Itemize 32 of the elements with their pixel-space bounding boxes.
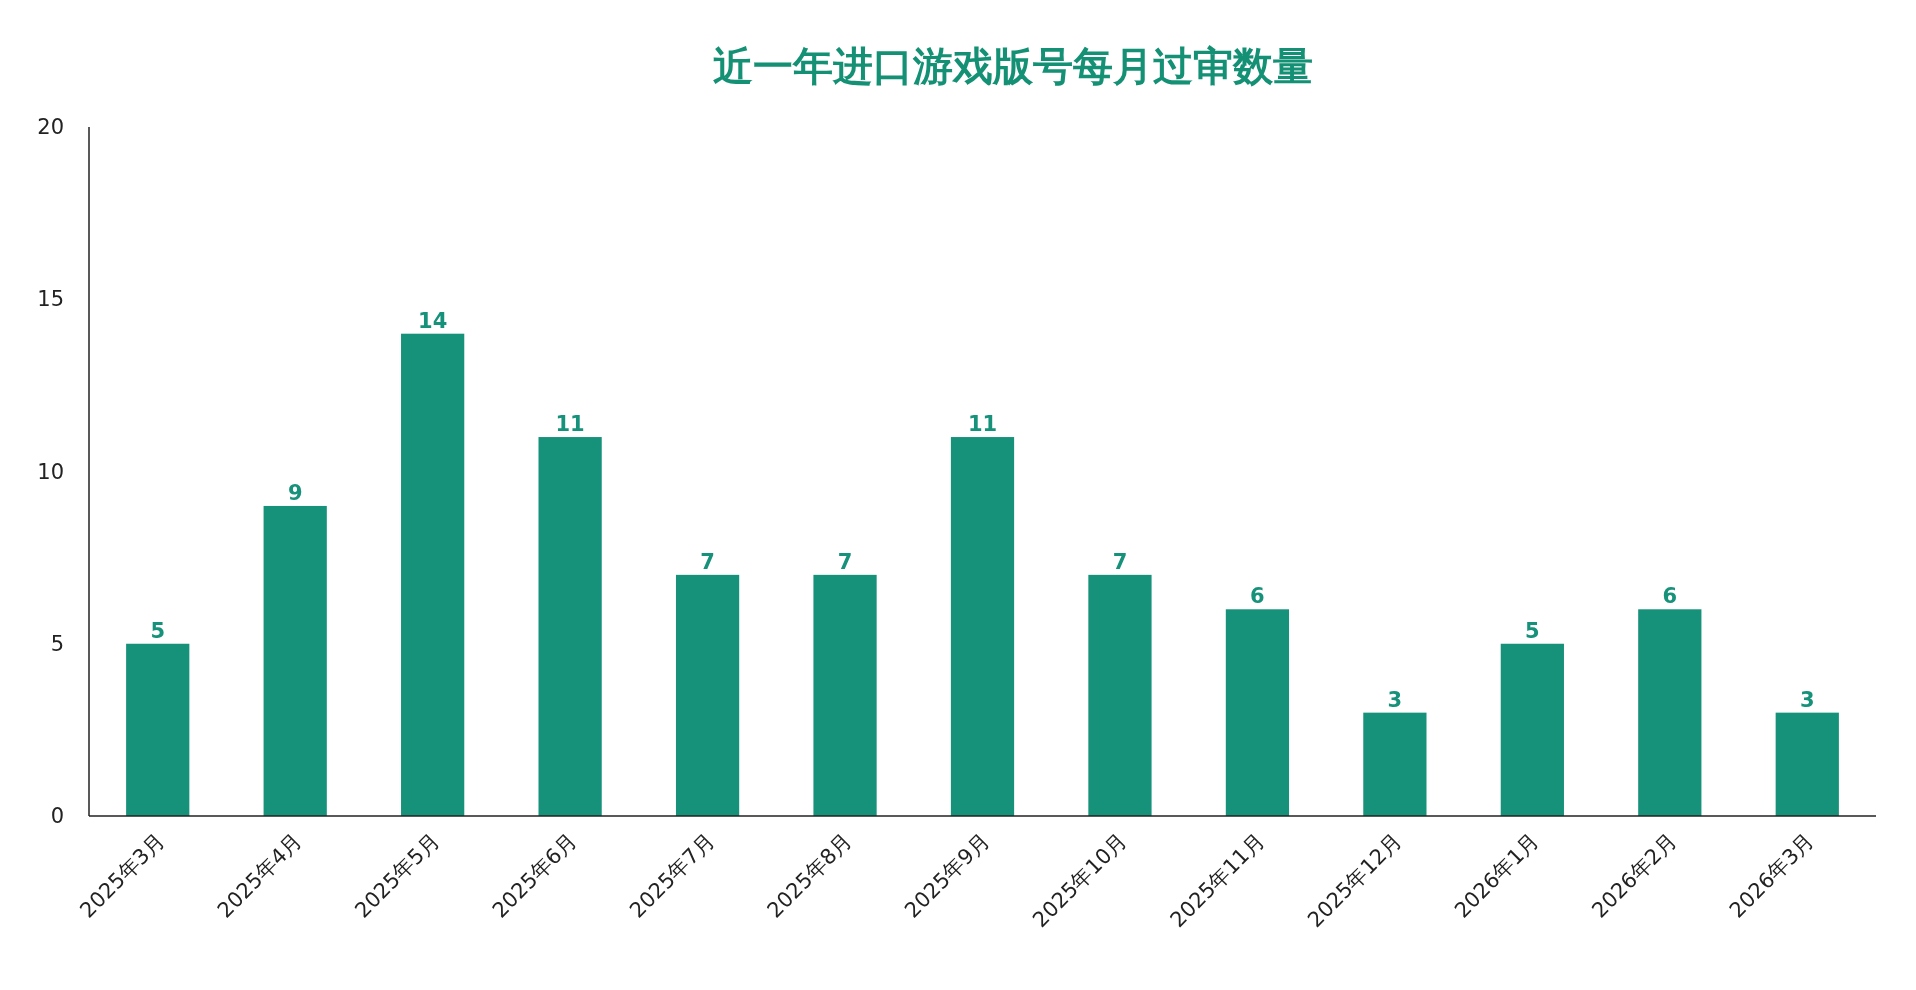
data-label: 11 [555,412,585,437]
bar [1088,574,1152,816]
bar [538,437,602,816]
data-label: 9 [287,480,303,505]
data-label: 11 [967,412,998,437]
bar [263,505,327,816]
data-label: 14 [418,308,448,333]
bar [1363,712,1427,816]
y-tick-label: 5 [50,631,64,656]
bar [1775,712,1839,816]
data-label: 3 [1799,687,1815,712]
data-label: 3 [1387,687,1403,712]
bar [1638,609,1702,816]
data-label: 5 [1525,618,1540,643]
y-tick-label: 15 [37,287,64,312]
bar [1500,643,1564,816]
data-label: 7 [837,549,853,574]
y-tick-label: 0 [50,804,64,828]
data-label: 6 [1662,584,1678,609]
y-tick-label: 10 [37,459,64,484]
bar [401,333,465,816]
data-label: 7 [700,549,715,574]
bar [126,643,190,816]
bar [813,574,877,816]
bar [1225,609,1290,816]
y-tick-label: 20 [37,115,64,139]
data-label: 6 [1250,584,1265,609]
data-label: 5 [150,618,166,643]
bar [950,437,1015,816]
chart-title: 近一年进口游戏版号每月过审数量 [712,43,1313,89]
data-label: 7 [1112,549,1128,574]
bar [675,574,740,816]
